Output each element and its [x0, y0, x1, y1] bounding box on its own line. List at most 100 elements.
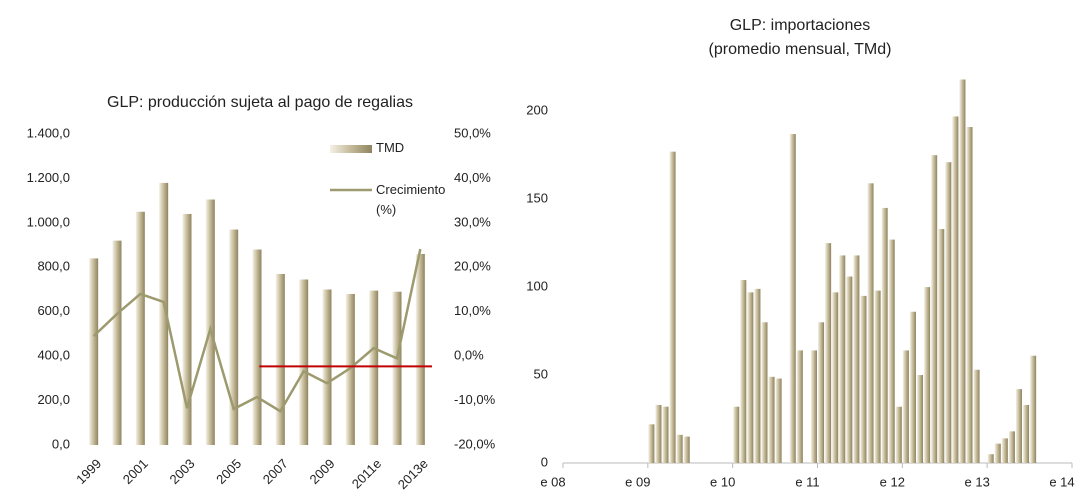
x-tick-label: e 13 — [965, 474, 990, 489]
bar — [860, 295, 867, 463]
bar — [902, 350, 909, 463]
bar — [874, 290, 881, 463]
bar — [1015, 389, 1023, 463]
y-tick-label: 400,0 — [37, 348, 70, 363]
y2-tick-label: 20,0% — [454, 259, 491, 274]
y-tick-label: 50 — [534, 366, 548, 381]
bar — [89, 258, 99, 445]
bar — [952, 116, 959, 463]
x-tick-label: e 14 — [1049, 474, 1074, 489]
bar — [669, 151, 676, 463]
bar — [683, 436, 690, 463]
bar — [938, 229, 945, 463]
bar — [945, 162, 952, 464]
bar — [754, 288, 761, 463]
bar — [846, 276, 853, 463]
y2-tick-label: 50,0% — [454, 125, 491, 140]
y2-tick-label: -20,0% — [454, 436, 496, 451]
bar — [415, 253, 425, 445]
bar — [789, 134, 796, 464]
bar — [655, 404, 662, 463]
x-tick-label: e 08 — [540, 474, 565, 489]
y2-tick-label: 30,0% — [454, 214, 491, 229]
bar — [881, 207, 888, 463]
bar — [966, 127, 973, 463]
y2-tick-label: 0,0% — [454, 348, 484, 363]
y-tick-label: 200,0 — [37, 392, 70, 407]
y-tick-label: 800,0 — [37, 259, 70, 274]
bar — [112, 240, 122, 445]
y-tick-label: 0,0 — [52, 436, 70, 451]
x-tick-label: 2001 — [120, 456, 151, 487]
y2-tick-label: 10,0% — [454, 303, 491, 318]
x-tick-label: 2007 — [260, 456, 291, 487]
x-tick-label: 2011e — [349, 456, 384, 491]
bar — [182, 213, 192, 445]
y-tick-label: 0 — [541, 454, 548, 469]
bar — [747, 292, 754, 463]
y-tick-label: 1.400,0 — [27, 125, 70, 140]
bar — [252, 249, 262, 445]
y2-tick-label: 40,0% — [454, 170, 491, 185]
x-tick-label: 1999 — [73, 456, 104, 487]
bar — [916, 375, 924, 463]
bar — [796, 350, 803, 463]
y-tick-label: 600,0 — [37, 303, 70, 318]
bar — [909, 311, 916, 463]
legend-label: TMD — [376, 140, 405, 155]
bar — [959, 79, 966, 463]
y-tick-label: 100 — [526, 279, 548, 294]
bar — [1023, 404, 1030, 463]
line — [92, 248, 422, 413]
x-tick-label: 2003 — [166, 456, 197, 487]
y-tick-label: 150 — [526, 191, 548, 206]
bar — [676, 434, 683, 463]
bar — [810, 350, 817, 463]
bar — [818, 322, 825, 463]
bar — [994, 443, 1001, 463]
y-tick-label: 1.000,0 — [27, 214, 70, 229]
bar — [205, 199, 215, 445]
bar — [369, 290, 379, 445]
bar — [924, 287, 931, 463]
bar — [1008, 431, 1015, 463]
x-tick-label: 2013e — [395, 456, 431, 492]
bar — [761, 322, 768, 463]
bar — [733, 406, 740, 463]
y-tick-label: 200 — [526, 103, 548, 118]
y2-tick-label: -10,0% — [454, 392, 496, 407]
chart-title: GLP: producción sujeta al pago de regali… — [107, 94, 413, 111]
chart-subtitle: (promedio mensual, TMd) — [708, 41, 892, 58]
bar — [392, 291, 402, 445]
x-tick-label: 2005 — [213, 456, 244, 487]
x-tick-label: e 09 — [625, 474, 650, 489]
bar — [931, 155, 938, 463]
bar — [973, 369, 980, 463]
bar — [775, 378, 782, 463]
x-tick-label: e 11 — [795, 474, 819, 489]
bar — [768, 376, 775, 463]
x-tick-label: e 12 — [880, 474, 905, 489]
x-tick-label: e 10 — [710, 474, 735, 489]
legend-label: Crecimiento (%) — [376, 182, 446, 217]
bar — [275, 273, 285, 445]
legend-swatch — [330, 145, 372, 153]
bar — [888, 239, 895, 463]
chart-title: GLP: importaciones — [729, 17, 871, 34]
bar — [1001, 438, 1008, 463]
bar — [895, 406, 902, 463]
bar — [825, 243, 832, 463]
bar — [853, 255, 860, 463]
bar — [1030, 355, 1037, 463]
bar — [740, 280, 747, 463]
bar — [832, 292, 839, 463]
bar — [648, 424, 655, 463]
x-tick-label: 2009 — [306, 456, 337, 487]
bar — [159, 182, 169, 445]
bar — [229, 229, 239, 445]
bar — [299, 279, 309, 445]
bar — [839, 255, 846, 463]
bar — [662, 406, 669, 463]
